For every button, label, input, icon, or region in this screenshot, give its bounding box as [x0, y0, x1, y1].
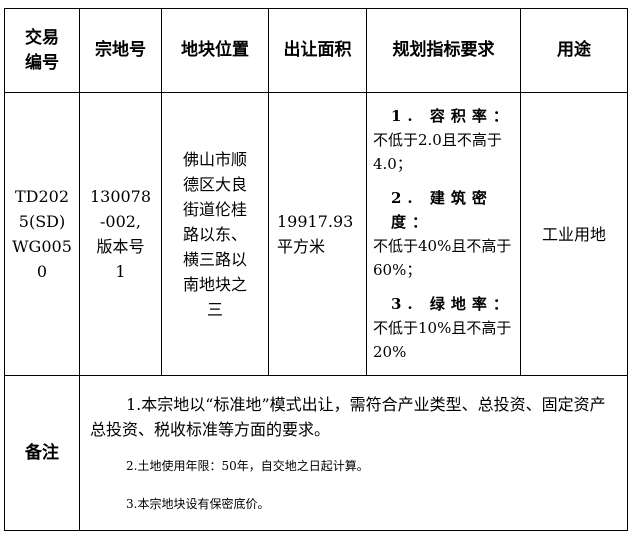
remarks-row: 备注 1.本宗地以“标准地”模式出让，需符合产业类型、总投资、固定资产总投资、税… [4, 375, 628, 531]
planning-cell: 1. 容积率： 不低于2.0且不高于4.0； 2. 建筑密度： 不低于40%且不… [366, 92, 521, 376]
remarks-cell: 1.本宗地以“标准地”模式出让，需符合产业类型、总投资、固定资产总投资、税收标准… [79, 375, 628, 531]
location-cell: 佛山市顺 德区大良 街道伦桂 路以东、 横三路以 南地块之 三 [161, 92, 269, 376]
planning-title: 3. 绿地率： [391, 295, 514, 313]
header-planning: 规划指标要求 [366, 8, 521, 93]
area-cell: 19917.93 平方米 [268, 92, 367, 376]
header-location: 地块位置 [161, 8, 269, 93]
remark-item: 1.本宗地以“标准地”模式出让，需符合产业类型、总投资、固定资产总投资、税收标准… [90, 395, 606, 439]
trade-no-cell: TD202 5(SD) WG005 0 [4, 92, 80, 376]
header-use: 用途 [520, 8, 628, 93]
planning-title: 2. 建筑密度： [391, 189, 493, 231]
header-trade-no: 交易 编号 [4, 8, 80, 93]
header-row: 交易 编号 宗地号 地块位置 出让面积 规划指标要求 用途 [4, 8, 628, 93]
header-area: 出让面积 [268, 8, 367, 93]
planning-body: 不低于40%且不高于60%； [373, 237, 512, 279]
parcel-no-cell: 130078 -002, 版本号 1 [79, 92, 162, 376]
planning-body: 不低于10%且不高于20% [373, 319, 512, 361]
planning-title: 1. 容积率： [391, 107, 514, 125]
use-cell: 工业用地 [520, 92, 628, 376]
remark-item: 2.土地使用年限：50年，自交地之日起计算。 [126, 459, 369, 473]
land-transfer-table: 交易 编号 宗地号 地块位置 出让面积 规划指标要求 用途 TD202 5(SD… [4, 8, 628, 531]
planning-body: 不低于2.0且不高于4.0； [373, 131, 502, 173]
remarks-label: 备注 [4, 375, 80, 531]
remark-item: 3.本宗地块设有保密底价。 [126, 497, 270, 511]
table-row: TD202 5(SD) WG005 0 130078 -002, 版本号 1 佛… [4, 92, 628, 376]
header-parcel-no: 宗地号 [79, 8, 162, 93]
